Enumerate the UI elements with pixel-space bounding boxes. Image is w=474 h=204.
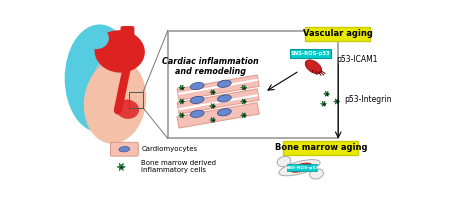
Text: Cardiomyocytes: Cardiomyocytes — [141, 146, 198, 152]
Text: Cardiac inflammation
and remodeling: Cardiac inflammation and remodeling — [162, 57, 259, 76]
Text: SNS-ROS-p53: SNS-ROS-p53 — [291, 51, 330, 56]
Text: Bone marrow derived
inflammatory cells: Bone marrow derived inflammatory cells — [141, 160, 217, 173]
Polygon shape — [177, 103, 259, 128]
Ellipse shape — [277, 156, 291, 167]
FancyBboxPatch shape — [283, 141, 358, 155]
Polygon shape — [241, 99, 247, 104]
Polygon shape — [320, 101, 327, 106]
Polygon shape — [177, 89, 259, 114]
Ellipse shape — [310, 169, 323, 179]
Polygon shape — [177, 75, 259, 100]
Ellipse shape — [119, 146, 130, 152]
FancyBboxPatch shape — [290, 49, 331, 58]
Ellipse shape — [305, 60, 322, 74]
FancyBboxPatch shape — [110, 142, 138, 156]
FancyBboxPatch shape — [168, 31, 338, 139]
Ellipse shape — [116, 100, 139, 119]
Polygon shape — [324, 91, 330, 96]
Text: p53-Integrin: p53-Integrin — [345, 95, 392, 104]
Text: SNS-ROS-p53: SNS-ROS-p53 — [285, 166, 319, 170]
FancyBboxPatch shape — [287, 164, 317, 171]
Ellipse shape — [290, 163, 312, 173]
Text: Bone marrow aging: Bone marrow aging — [274, 143, 367, 152]
Ellipse shape — [190, 110, 204, 118]
Ellipse shape — [84, 28, 109, 49]
Polygon shape — [179, 99, 185, 104]
Ellipse shape — [190, 96, 204, 104]
FancyBboxPatch shape — [305, 27, 370, 41]
Text: Vascular aging: Vascular aging — [302, 29, 373, 38]
Polygon shape — [241, 113, 247, 118]
Polygon shape — [179, 113, 185, 118]
Ellipse shape — [218, 80, 231, 87]
Polygon shape — [241, 85, 247, 90]
Polygon shape — [179, 85, 185, 90]
Polygon shape — [117, 163, 126, 171]
Ellipse shape — [218, 109, 231, 116]
Ellipse shape — [218, 95, 231, 102]
Polygon shape — [210, 90, 216, 95]
Text: p53-ICAM1: p53-ICAM1 — [336, 55, 377, 64]
Polygon shape — [334, 99, 340, 104]
Ellipse shape — [94, 30, 145, 73]
FancyBboxPatch shape — [120, 26, 135, 58]
Ellipse shape — [84, 59, 146, 144]
Ellipse shape — [91, 51, 138, 121]
Polygon shape — [210, 103, 216, 109]
Ellipse shape — [64, 24, 135, 132]
Ellipse shape — [104, 114, 120, 135]
Polygon shape — [210, 117, 216, 123]
Ellipse shape — [190, 82, 204, 90]
FancyArrowPatch shape — [118, 67, 127, 110]
Ellipse shape — [279, 160, 320, 176]
